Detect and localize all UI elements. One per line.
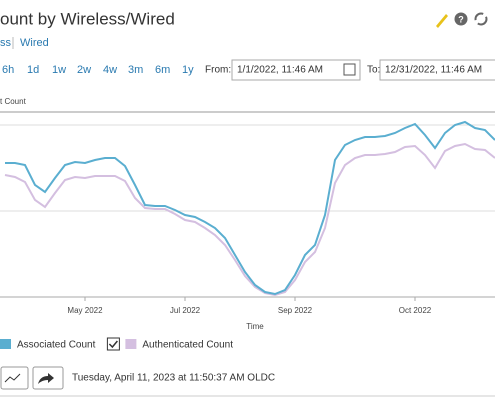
range-button[interactable]: 6h xyxy=(2,64,14,76)
legend-label[interactable]: Associated Count xyxy=(17,340,96,351)
range-button[interactable]: 3m xyxy=(128,64,143,76)
legend-label[interactable]: Authenticated Count xyxy=(142,340,233,351)
legend-swatch[interactable] xyxy=(0,339,11,349)
tab[interactable]: Wired xyxy=(20,37,49,49)
share-icon xyxy=(38,373,54,384)
y-axis-label: t Count xyxy=(0,97,27,106)
chart-type-icon xyxy=(4,373,21,383)
series-line xyxy=(5,120,495,296)
legend-check xyxy=(108,340,118,349)
x-axis-label: Time xyxy=(246,322,264,331)
range-button[interactable]: 1y xyxy=(182,64,194,76)
to-label: To: xyxy=(367,65,380,76)
to-input[interactable] xyxy=(379,59,495,81)
from-input[interactable] xyxy=(231,59,361,81)
from-label: From: xyxy=(205,65,231,76)
panel-title: ount by Wireless/Wired xyxy=(0,9,175,28)
x-tick-label: Oct 2022 xyxy=(399,306,432,315)
tab[interactable]: ss xyxy=(0,37,12,49)
x-tick-label: May 2022 xyxy=(67,306,103,315)
x-tick-label: Jul 2022 xyxy=(170,306,201,315)
series-line xyxy=(4,142,495,297)
from-value: 1/1/2022, 11:46 AM xyxy=(237,65,323,76)
legend-swatch[interactable] xyxy=(125,339,137,349)
x-tick-label: Sep 2022 xyxy=(278,306,313,315)
edit-icon[interactable] xyxy=(436,14,448,28)
range-button[interactable]: 1w xyxy=(52,64,66,76)
refresh-icon[interactable] xyxy=(474,12,488,26)
range-button[interactable]: 4w xyxy=(103,64,117,76)
range-button[interactable]: 6m xyxy=(155,64,170,76)
to-value: 12/31/2022, 11:46 AM xyxy=(385,65,482,76)
timestamp: Tuesday, April 11, 2023 at 11:50:37 AM O… xyxy=(72,373,275,384)
help-icon[interactable] xyxy=(454,12,468,26)
range-button[interactable]: 2w xyxy=(77,64,91,76)
help-glyph: ? xyxy=(458,14,464,24)
calendar-icon[interactable] xyxy=(343,63,356,76)
chart-type-button[interactable] xyxy=(0,366,29,390)
legend-checkbox[interactable] xyxy=(106,337,120,351)
range-button[interactable]: 1d xyxy=(27,64,39,76)
